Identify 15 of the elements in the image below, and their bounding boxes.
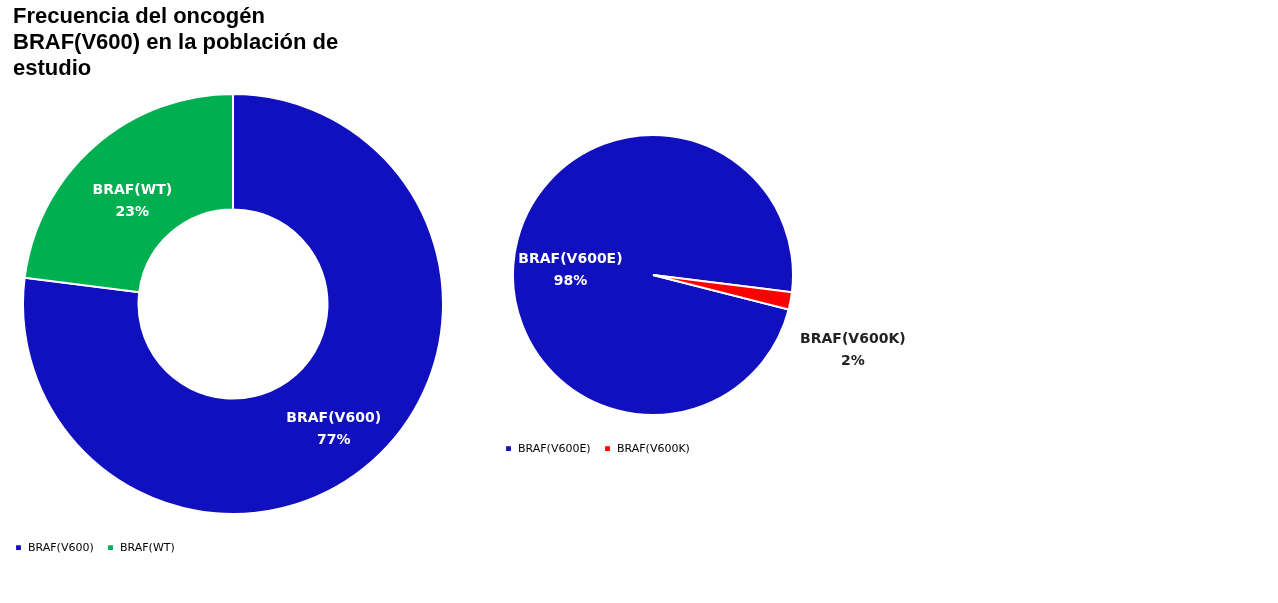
chart-title: Frecuencia del oncogén BRAF(V600) en la población de estudio [13, 3, 339, 80]
data-label: 77% [316, 431, 351, 448]
legend-label: BRAF(V600E) [518, 441, 591, 455]
data-label: 23% [115, 202, 150, 219]
slice-label: BRAF(WT) [92, 180, 173, 197]
legend-label: BRAF(WT) [120, 540, 175, 554]
legend-label: BRAF(V600) [28, 540, 94, 554]
donut-slice [22, 93, 444, 515]
slice-label: BRAF(V600K) [800, 330, 906, 347]
slice-label: BRAF(V600E) [518, 250, 623, 267]
pie-slice [512, 134, 794, 416]
slice-label: BRAF(V600) [286, 409, 382, 426]
legend-label: BRAF(V600K) [617, 441, 690, 455]
data-label: 98% [553, 272, 588, 289]
data-label: 2% [840, 352, 865, 369]
